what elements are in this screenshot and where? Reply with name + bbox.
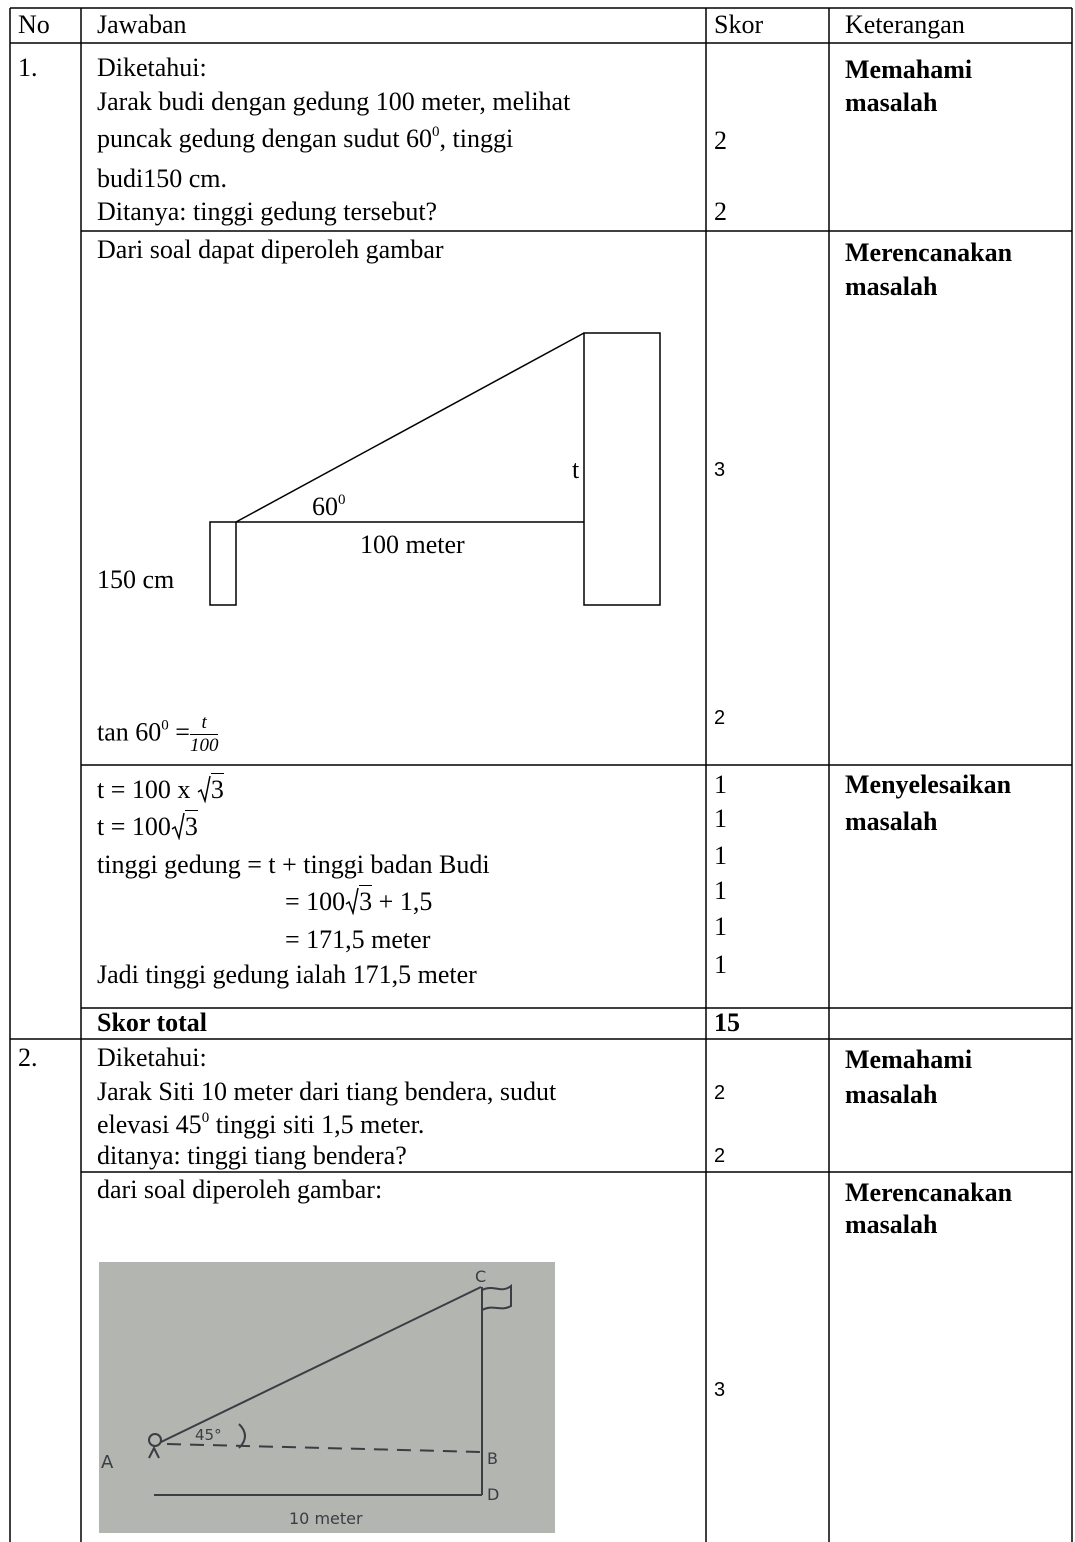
answer-line: = 171,5 meter (285, 925, 431, 954)
answer-line: = 100 3 + 1,5 (285, 885, 433, 917)
text: = 100 (285, 887, 346, 916)
answer-line: dari soal diperoleh gambar: (97, 1175, 383, 1204)
answer-line: Diketahui: (97, 1043, 207, 1072)
note: masalah (845, 272, 938, 301)
note: masalah (845, 1080, 938, 1109)
text: t = 100 x (97, 775, 197, 804)
note: Merencanakan (845, 1178, 1013, 1207)
text: elevasi 45 (97, 1110, 202, 1139)
photo-label: 10 meter (289, 1509, 363, 1528)
score: 1 (714, 912, 727, 941)
answer-line: t = 100 3 (97, 810, 198, 842)
answer-line: budi150 cm. (97, 164, 227, 193)
score: 2 (714, 1082, 726, 1104)
note: Menyelesaikan (845, 770, 1012, 799)
answer-line: t = 100 x 3 (97, 773, 224, 805)
square-root: 3 (345, 885, 373, 917)
score: 1 (714, 950, 727, 979)
fraction: t 100 (189, 712, 219, 757)
header-keterangan: Keterangan (845, 10, 965, 39)
total-label: Skor total (97, 1008, 208, 1037)
figure-height: t (572, 455, 580, 484)
radical-sign (345, 887, 359, 916)
problem-number: 1. (18, 53, 38, 82)
text: puncak gedung dengan sudut 60 (97, 124, 433, 153)
superscript: 0 (201, 1110, 210, 1126)
score: 1 (714, 770, 727, 799)
answer-line: Jarak budi dengan gedung 100 meter, meli… (97, 87, 571, 116)
text: t = 100 (97, 812, 171, 841)
formula: tan 600 = t 100 (97, 712, 219, 757)
photo-label: D (487, 1485, 499, 1504)
score: 2 (714, 1145, 726, 1167)
score: 2 (714, 126, 727, 155)
note: masalah (845, 1210, 938, 1239)
header-skor: Skor (714, 10, 764, 39)
note: Memahami (845, 1045, 973, 1074)
score: 3 (714, 1379, 726, 1401)
score: 1 (714, 876, 727, 905)
text: tan 60 (97, 717, 162, 747)
square-root: 3 (197, 773, 224, 805)
answer-line: Ditanya: tinggi gedung tersebut? (97, 197, 438, 226)
text: = (168, 717, 190, 747)
superscript: 0 (338, 492, 346, 508)
radical-sign (197, 775, 211, 804)
answer-line: Jadi tinggi gedung ialah 171,5 meter (97, 960, 477, 989)
sketch-photo: A B C D 45° 10 meter (99, 1262, 555, 1533)
answer-line: Dari soal dapat diperoleh gambar (97, 235, 444, 264)
numerator: t (189, 712, 219, 735)
answer-line: puncak gedung dengan sudut 600, tinggi (97, 124, 513, 154)
score: 2 (714, 197, 727, 226)
answer-line: tinggi gedung = t + tinggi badan Budi (97, 850, 490, 879)
figure-base: 100 meter (360, 530, 465, 559)
note: masalah (845, 807, 938, 836)
answer-line: Diketahui: (97, 53, 207, 82)
photo-label: 45° (195, 1426, 222, 1444)
figure-angle: 600 (312, 492, 346, 522)
note: Merencanakan (845, 238, 1013, 267)
text: tinggi siti 1,5 meter. (209, 1110, 425, 1139)
superscript: 0 (161, 717, 169, 734)
note: Memahami (845, 55, 973, 84)
square-root: 3 (171, 810, 198, 842)
superscript: 0 (432, 124, 440, 140)
photo-label: A (101, 1452, 114, 1473)
answer-line: Jarak Siti 10 meter dari tiang bendera, … (97, 1077, 557, 1106)
text: , tinggi (439, 124, 514, 153)
answer-line: ditanya: tinggi tiang bendera? (97, 1141, 407, 1170)
header-jawaban: Jawaban (97, 10, 187, 39)
photo-label: C (475, 1267, 486, 1286)
text: 60 (312, 492, 338, 521)
radicand: 3 (184, 810, 198, 841)
score: 3 (714, 459, 726, 481)
answer-line: elevasi 450 tinggi siti 1,5 meter. (97, 1110, 424, 1140)
radicand: 3 (210, 773, 224, 804)
denominator: 100 (189, 735, 219, 756)
problem-number: 2. (18, 1043, 38, 1072)
photo-label: B (487, 1449, 498, 1468)
text: + 1,5 (372, 887, 433, 916)
score: 2 (714, 707, 726, 729)
note: masalah (845, 88, 938, 117)
figure-person: 150 cm (97, 565, 175, 594)
radical-sign (171, 812, 185, 841)
score: 1 (714, 841, 727, 870)
score: 1 (714, 804, 727, 833)
total-score: 15 (714, 1008, 740, 1037)
radicand: 3 (359, 885, 373, 916)
header-no: No (18, 10, 50, 39)
